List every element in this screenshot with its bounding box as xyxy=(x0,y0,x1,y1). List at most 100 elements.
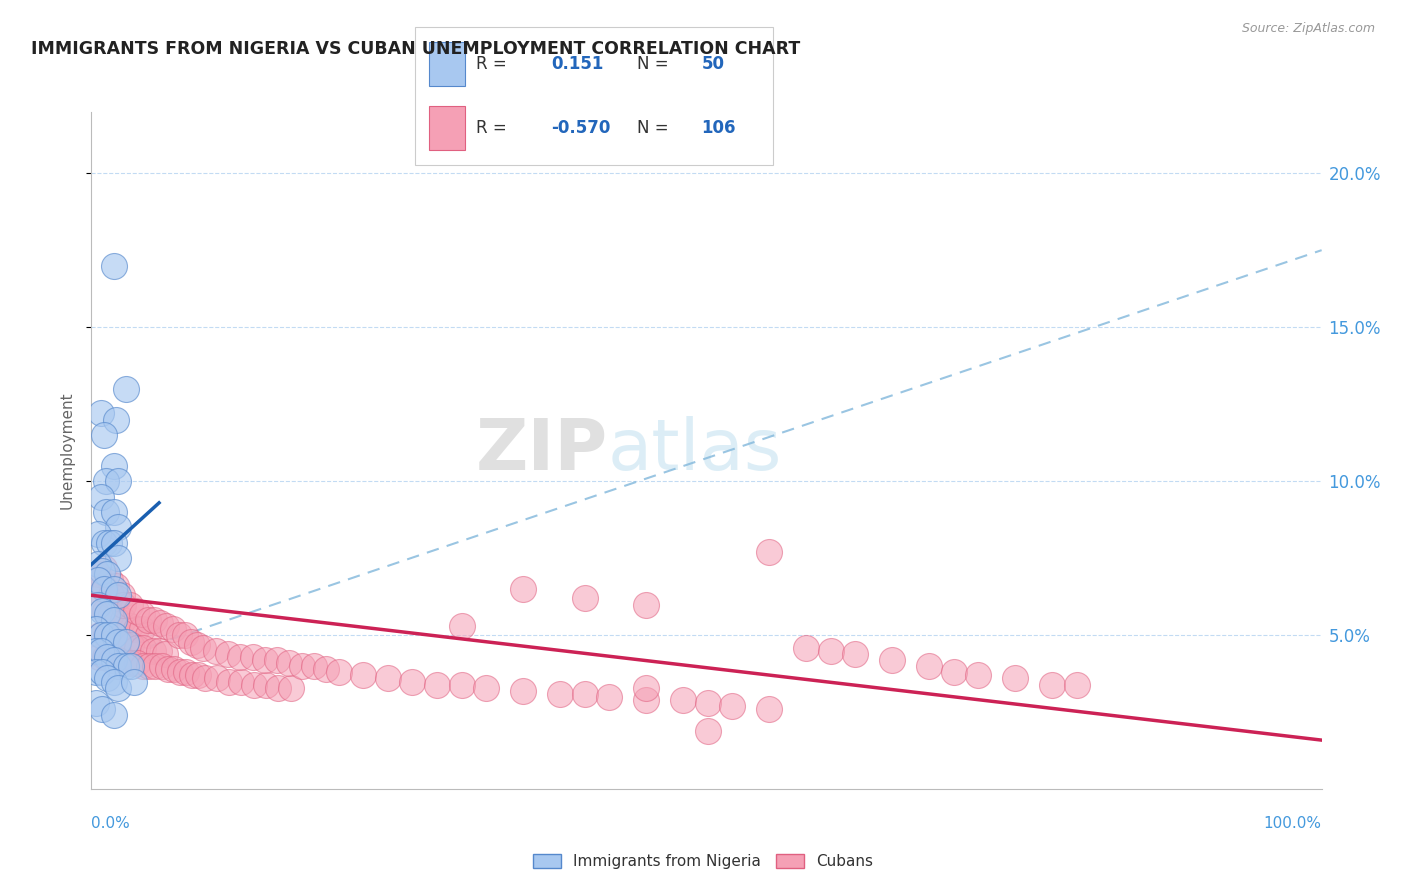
Text: N =: N = xyxy=(637,55,669,73)
Point xyxy=(187,668,209,682)
Point xyxy=(124,622,146,636)
Point xyxy=(475,681,498,695)
Text: R =: R = xyxy=(475,55,506,73)
Point xyxy=(193,672,217,686)
Point xyxy=(193,640,215,655)
Point xyxy=(254,678,277,692)
Point xyxy=(302,659,325,673)
Point xyxy=(636,693,658,707)
Point xyxy=(101,634,124,648)
Text: atlas: atlas xyxy=(607,416,783,485)
Point xyxy=(148,644,170,658)
Point xyxy=(942,665,965,680)
Point xyxy=(96,607,118,621)
Point xyxy=(820,644,842,658)
Point xyxy=(672,693,695,707)
Point xyxy=(352,668,374,682)
Point xyxy=(174,628,197,642)
Point xyxy=(512,582,534,596)
Point xyxy=(107,634,129,648)
Text: R =: R = xyxy=(475,119,506,136)
Point xyxy=(574,687,596,701)
Point xyxy=(107,659,129,673)
Point xyxy=(90,490,112,504)
Point xyxy=(167,628,190,642)
Point xyxy=(118,619,141,633)
Point xyxy=(91,604,114,618)
Point xyxy=(169,665,191,680)
Point xyxy=(205,672,228,686)
Point xyxy=(107,634,129,648)
Point xyxy=(138,659,160,673)
Point xyxy=(97,536,120,550)
Point xyxy=(91,702,114,716)
Point xyxy=(280,681,302,695)
Point xyxy=(94,604,117,618)
Point xyxy=(103,505,125,519)
FancyBboxPatch shape xyxy=(429,42,465,87)
Point xyxy=(696,696,718,710)
Point xyxy=(636,598,658,612)
Point xyxy=(266,653,288,667)
Point xyxy=(103,613,125,627)
Point xyxy=(153,647,177,661)
Point xyxy=(132,659,155,673)
Point xyxy=(112,598,135,612)
Point xyxy=(218,674,240,689)
Point xyxy=(181,668,204,682)
Point xyxy=(107,653,129,667)
Text: N =: N = xyxy=(637,119,669,136)
Point xyxy=(844,647,866,661)
Point xyxy=(120,659,142,673)
Point xyxy=(114,638,136,652)
Point xyxy=(94,649,117,664)
Point xyxy=(96,566,118,581)
Point xyxy=(91,665,114,680)
Point xyxy=(105,591,128,606)
Point xyxy=(96,649,118,664)
Point xyxy=(1004,672,1026,686)
Text: IMMIGRANTS FROM NIGERIA VS CUBAN UNEMPLOYMENT CORRELATION CHART: IMMIGRANTS FROM NIGERIA VS CUBAN UNEMPLO… xyxy=(31,40,800,58)
Point xyxy=(1040,678,1063,692)
Text: ZIP: ZIP xyxy=(475,416,607,485)
Point xyxy=(105,412,127,426)
Point xyxy=(93,560,115,574)
Point xyxy=(217,647,239,661)
Point xyxy=(120,638,142,652)
Point xyxy=(86,558,108,572)
Point xyxy=(86,526,108,541)
Point xyxy=(103,628,125,642)
Point xyxy=(150,659,173,673)
Point xyxy=(90,628,112,642)
Point xyxy=(114,659,138,673)
Point xyxy=(90,644,112,658)
Point xyxy=(114,656,136,670)
Point xyxy=(87,598,110,612)
Point xyxy=(86,696,108,710)
Point xyxy=(574,591,596,606)
Point xyxy=(94,582,117,596)
Legend: Immigrants from Nigeria, Cubans: Immigrants from Nigeria, Cubans xyxy=(527,848,879,875)
Point xyxy=(758,702,780,716)
Point xyxy=(450,678,472,692)
Point xyxy=(229,649,252,664)
Point xyxy=(100,653,122,667)
Point xyxy=(107,475,129,489)
Point xyxy=(112,613,135,627)
Point xyxy=(131,607,153,621)
Point xyxy=(1066,678,1088,692)
Point xyxy=(125,640,148,655)
Point xyxy=(143,613,166,627)
Point xyxy=(163,662,186,676)
Point xyxy=(721,699,744,714)
Point xyxy=(548,687,571,701)
Point xyxy=(401,674,423,689)
Point xyxy=(136,613,159,627)
Point xyxy=(90,407,112,421)
Point xyxy=(103,674,125,689)
Point xyxy=(103,259,125,273)
Point xyxy=(598,690,620,704)
Point xyxy=(96,475,117,489)
Point xyxy=(162,622,184,636)
Text: 0.0%: 0.0% xyxy=(91,816,131,831)
